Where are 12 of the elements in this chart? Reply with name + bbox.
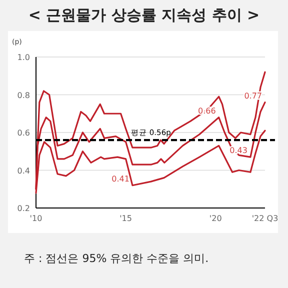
y-tick-label: 0.8 (17, 90, 30, 100)
y-tick-label: 1.0 (17, 53, 30, 62)
text: 주 : 점선은 95% 유의한 수준을 의미. (24, 252, 209, 265)
x-tick-label: '22 Q3 (252, 214, 278, 223)
annotation: 0.41 (112, 174, 130, 184)
x-tick-label: '20 (209, 214, 222, 223)
x-tick-label: '15 (120, 214, 132, 223)
y-tick-label: 0.2 (17, 204, 30, 213)
chart-title: < 근원물가 상승률 지속성 추이 > (28, 6, 260, 24)
y-tick-label: 0.6 (17, 128, 30, 138)
x-tick-label: '10 (30, 214, 42, 223)
y-tick-label: 0.4 (17, 166, 30, 176)
